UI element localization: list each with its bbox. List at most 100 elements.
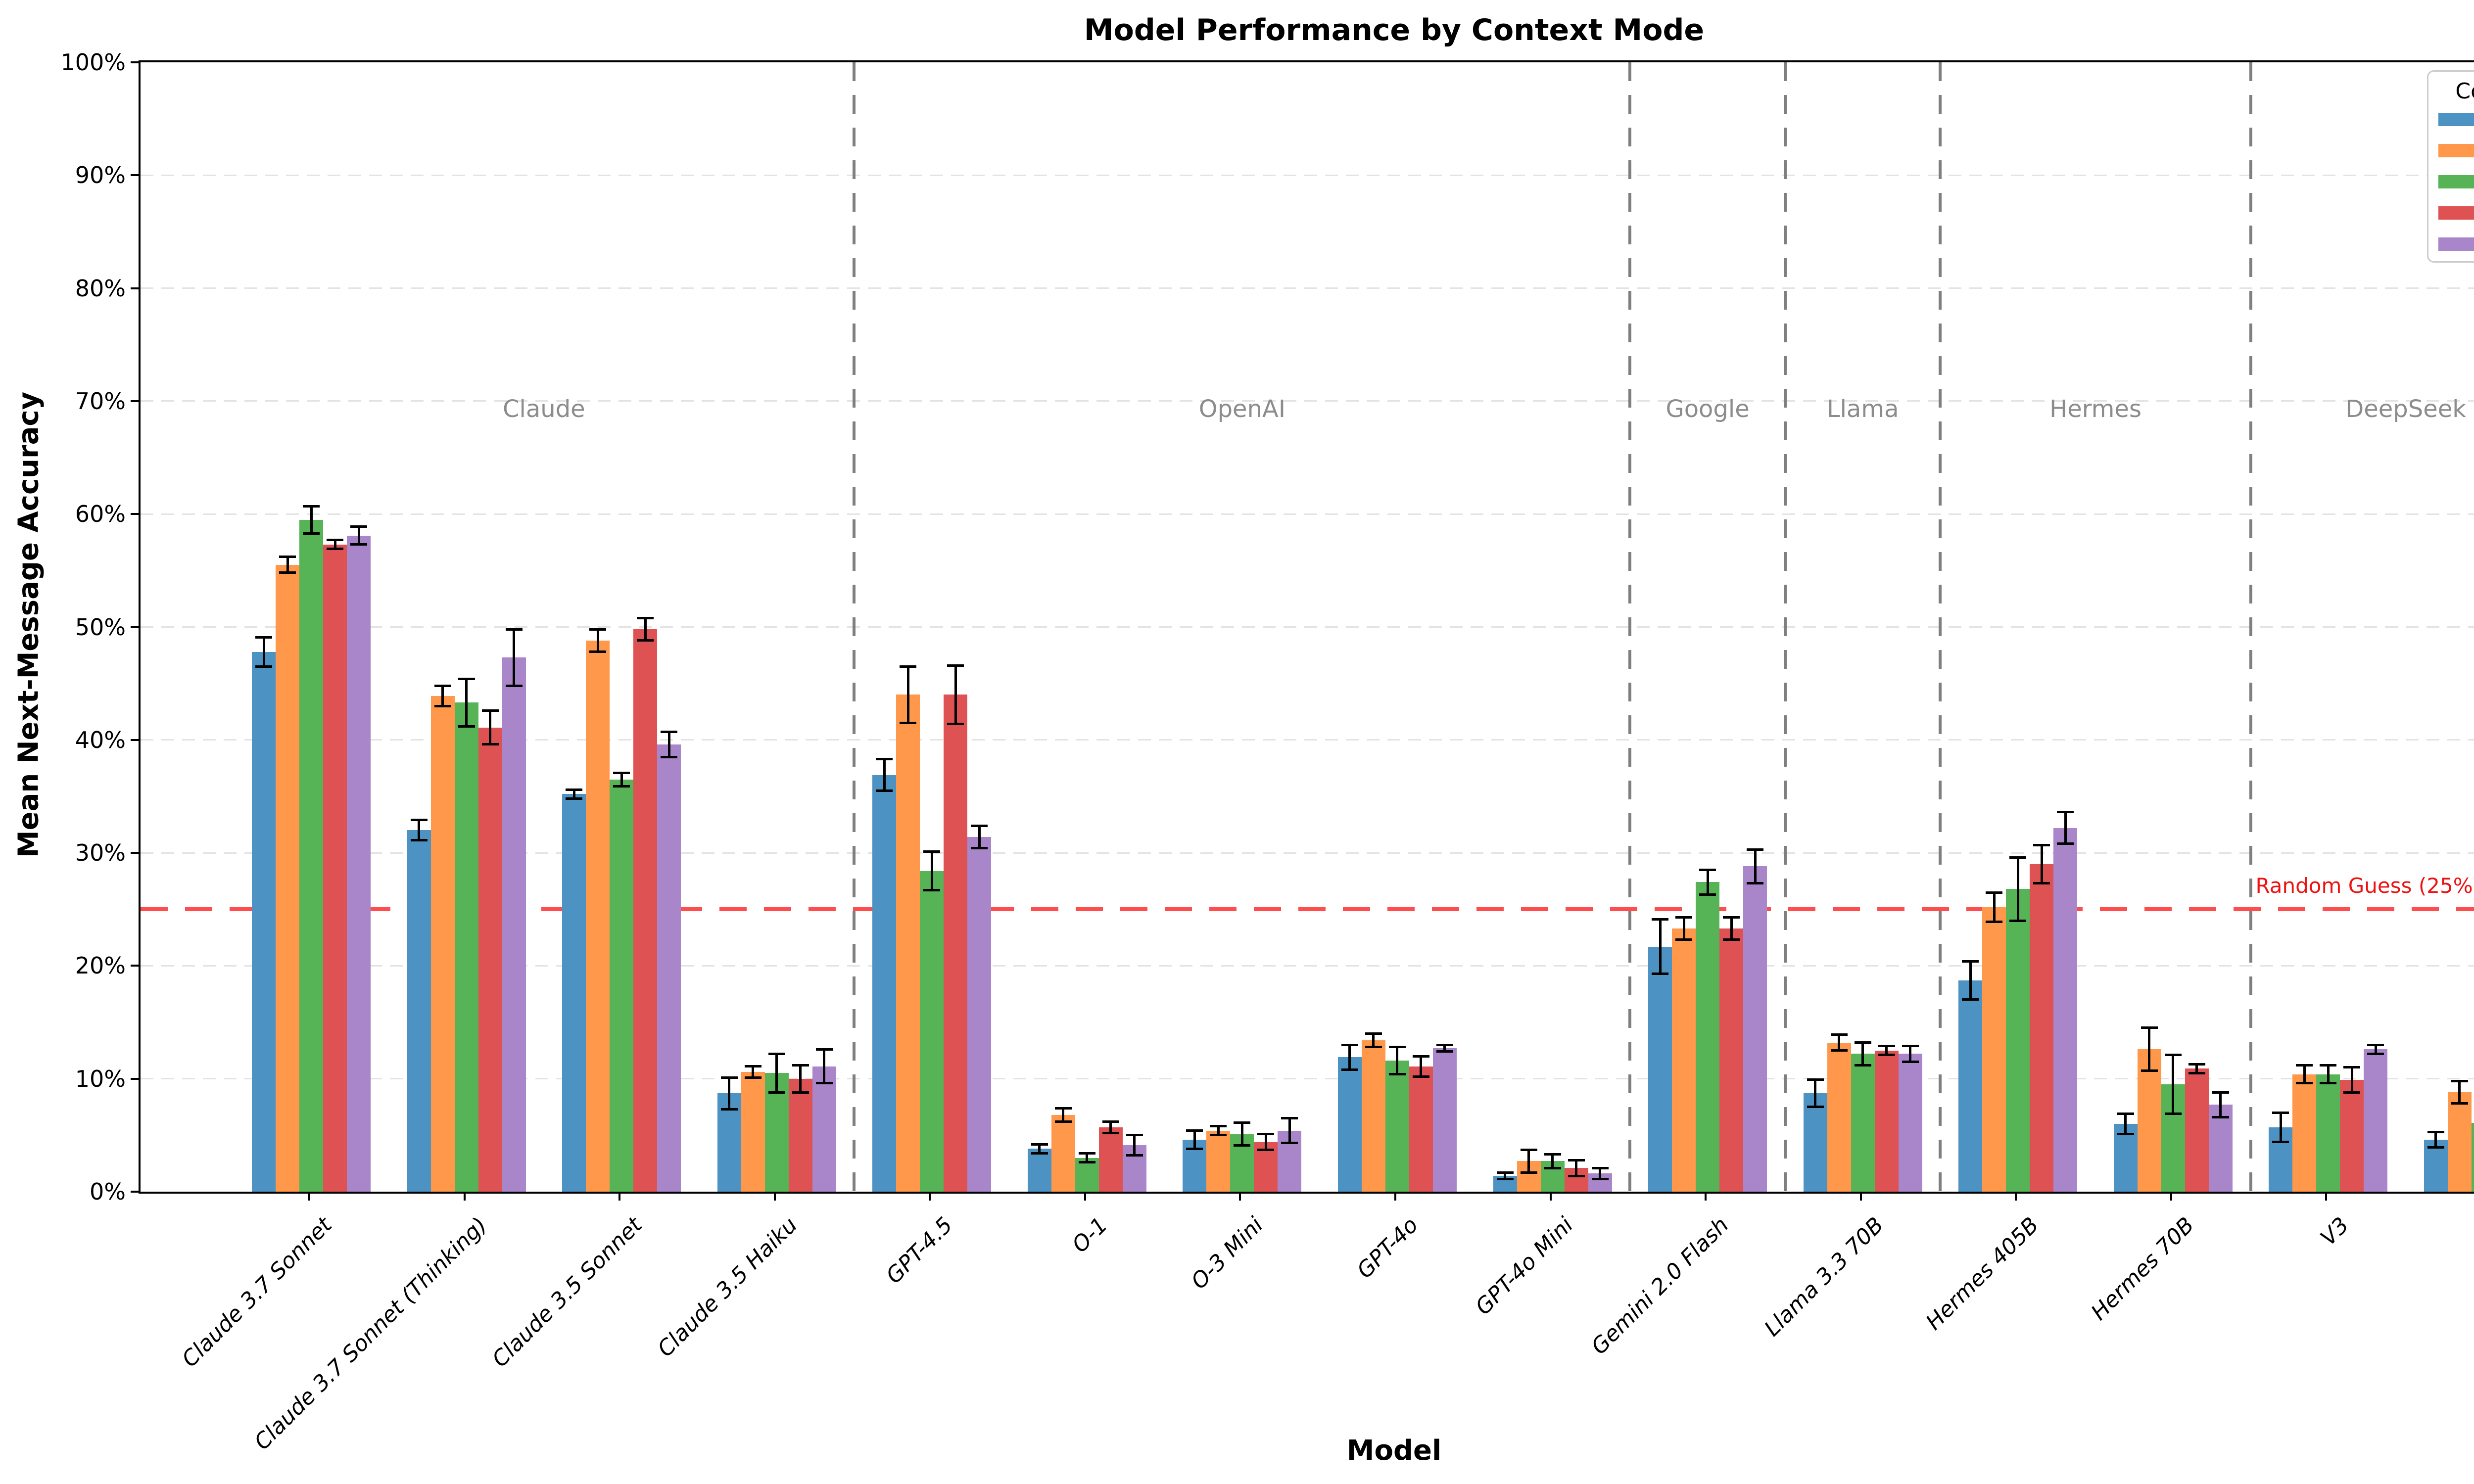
error-bar-cap-top	[768, 1052, 785, 1055]
error-bar-cap-bottom	[410, 839, 428, 842]
x-tick-label: Hermes 70B	[2086, 1212, 2199, 1325]
error-bar-cap-bottom	[2296, 1082, 2313, 1085]
bar	[1696, 882, 1720, 1192]
error-bar-cap-bottom	[327, 548, 343, 551]
y-gridline	[141, 174, 2474, 176]
error-bar-cap-bottom	[566, 797, 583, 800]
error-bar-cap-bottom	[1591, 1178, 1609, 1181]
error-bar-cap-bottom	[661, 755, 678, 758]
error-bar-cap-top	[481, 709, 499, 712]
bar	[944, 695, 968, 1192]
error-bar-cap-top	[971, 824, 988, 827]
error-bar	[2374, 1045, 2377, 1054]
error-bar	[930, 851, 933, 890]
x-tick-mark	[2170, 1192, 2172, 1201]
bar	[1743, 866, 1767, 1192]
bar	[347, 535, 371, 1192]
error-bar	[2064, 812, 2067, 844]
y-gridline	[141, 626, 2474, 628]
error-bar	[1527, 1150, 1530, 1173]
bar	[2447, 1092, 2472, 1192]
error-bar-cap-top	[2188, 1063, 2205, 1066]
error-bar-cap-bottom	[1878, 1054, 1895, 1057]
provider-separator	[2249, 62, 2252, 1192]
error-bar-cap-bottom	[2367, 1052, 2384, 1055]
error-bar	[752, 1066, 755, 1078]
error-bar-cap-top	[1126, 1134, 1143, 1137]
error-bar-cap-bottom	[505, 684, 523, 687]
provider-separator	[1939, 62, 1942, 1192]
error-bar-cap-top	[1830, 1033, 1848, 1036]
error-bar-cap-top	[1854, 1041, 1871, 1044]
error-bar-cap-bottom	[255, 665, 272, 668]
error-bar-cap-top	[505, 628, 523, 631]
bar	[1851, 1054, 1875, 1192]
error-bar-cap-top	[327, 539, 343, 542]
legend-items: No Context 50 Raw 50 Summary 100 Raw 100 Sum…	[2438, 113, 2474, 251]
bar	[741, 1072, 765, 1192]
bar	[610, 779, 634, 1192]
error-bar-cap-bottom	[1078, 1161, 1095, 1164]
error-bar-cap-top	[1257, 1133, 1275, 1136]
error-bar-cap-bottom	[1234, 1144, 1251, 1147]
legend: Context Mode No Context 50 Raw 50 Summary 1…	[2427, 70, 2474, 263]
error-bar	[1706, 870, 1709, 895]
error-bar-cap-top	[279, 556, 296, 558]
error-bar	[1861, 1042, 1864, 1066]
bar	[872, 775, 897, 1192]
y-axis-label: Mean Next-Message Accuracy	[12, 391, 45, 858]
bar	[1827, 1042, 1851, 1192]
error-bar-cap-top	[2057, 811, 2074, 814]
bar	[2053, 828, 2078, 1192]
bar	[1337, 1057, 1362, 1192]
legend-swatch	[2438, 206, 2474, 220]
error-bar	[906, 666, 909, 723]
error-bar-cap-top	[2009, 856, 2027, 859]
x-tick-label: Claude 3.5 Haiku	[653, 1212, 803, 1362]
error-bar-cap-bottom	[637, 639, 654, 642]
error-bar-cap-bottom	[2212, 1115, 2229, 1118]
error-bar-cap-top	[876, 758, 893, 761]
error-bar-cap-bottom	[1747, 882, 1764, 885]
bar	[2471, 1122, 2474, 1192]
x-tick-label: Hermes 405B	[1921, 1212, 2044, 1335]
error-bar	[1885, 1046, 1888, 1055]
y-tick-mark	[131, 852, 139, 854]
bar	[2030, 864, 2054, 1192]
y-gridline	[141, 852, 2474, 854]
x-tick-label: R1	[2471, 1212, 2474, 1251]
y-tick-mark	[131, 626, 139, 628]
error-bar	[954, 665, 957, 724]
bar	[1803, 1093, 1827, 1192]
error-bar-cap-bottom	[1986, 920, 2003, 923]
error-bar-cap-bottom	[1699, 893, 1716, 896]
error-bar-cap-top	[1962, 960, 1979, 963]
bar	[1027, 1149, 1051, 1192]
plot-area: Claude OpenAI Google Llama Hermes DeepSeek Ran…	[139, 60, 2474, 1194]
error-bar	[310, 506, 313, 533]
error-bar-cap-top	[410, 819, 428, 822]
error-bar-cap-bottom	[792, 1091, 809, 1094]
error-bar-cap-top	[1412, 1055, 1429, 1058]
chart-title: Model Performance by Context Mode	[1084, 13, 1705, 47]
error-bar-cap-bottom	[971, 847, 988, 850]
error-bar-cap-top	[1675, 916, 1693, 919]
error-bar-cap-top	[1699, 868, 1716, 871]
bar	[2364, 1049, 2388, 1192]
bar	[1958, 980, 1983, 1192]
x-tick-mark	[618, 1192, 621, 1201]
error-bar	[2458, 1081, 2461, 1104]
error-bar	[1659, 919, 1662, 974]
error-bar	[1086, 1153, 1089, 1162]
bar	[2340, 1079, 2364, 1192]
x-tick-label: GPT-4.5	[881, 1212, 958, 1289]
legend-item: 100 Raw	[2438, 206, 2474, 220]
error-bar-cap-bottom	[815, 1082, 833, 1085]
error-bar-cap-bottom	[1830, 1049, 1848, 1052]
error-bar-cap-bottom	[1652, 972, 1669, 975]
bar	[1051, 1114, 1075, 1192]
error-bar-cap-bottom	[2009, 919, 2027, 922]
error-bar	[2327, 1065, 2330, 1083]
error-bar-cap-top	[458, 678, 475, 681]
bar	[1648, 946, 1672, 1192]
